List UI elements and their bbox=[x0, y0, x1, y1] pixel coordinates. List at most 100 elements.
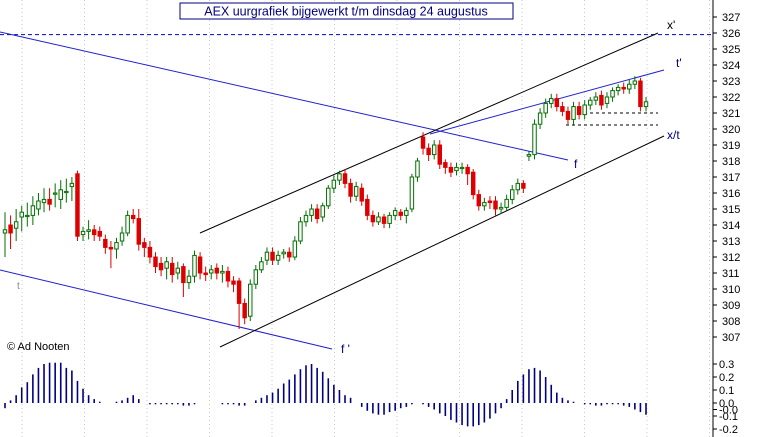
candle bbox=[588, 97, 593, 110]
indicator-tick-label: 0.0 bbox=[719, 398, 734, 410]
indicator-tick-label: -0.1 bbox=[719, 411, 738, 423]
price-tick-label: 315 bbox=[722, 204, 740, 216]
copyright-label: © Ad Nooten bbox=[7, 341, 70, 353]
candle bbox=[498, 202, 504, 214]
candle bbox=[320, 202, 325, 222]
candle bbox=[75, 170, 80, 241]
candle bbox=[465, 164, 470, 185]
trendline-f-prime bbox=[0, 269, 333, 350]
trendline-f bbox=[0, 31, 569, 161]
indicator-tick-label: 0.2 bbox=[719, 372, 734, 384]
candle bbox=[521, 180, 526, 193]
candle bbox=[30, 196, 36, 225]
candle bbox=[214, 263, 220, 280]
candle bbox=[220, 265, 225, 283]
candle bbox=[337, 170, 342, 185]
candle bbox=[443, 159, 448, 174]
indicator-axis: 0.30.20.10.0-0.0-0.1-0.2 bbox=[713, 359, 738, 436]
candle bbox=[253, 265, 259, 289]
candle bbox=[348, 178, 353, 203]
candle bbox=[209, 265, 214, 280]
trendline-t-prime bbox=[429, 69, 665, 135]
price-tick-label: 310 bbox=[722, 284, 740, 296]
candle bbox=[599, 90, 604, 110]
price-tick-label: 326 bbox=[722, 28, 740, 40]
candle bbox=[392, 207, 398, 221]
candle bbox=[576, 101, 582, 120]
candle bbox=[593, 92, 599, 105]
candle bbox=[303, 210, 309, 227]
label-t-prime: t' bbox=[676, 56, 682, 70]
candle bbox=[582, 100, 587, 120]
candle bbox=[420, 132, 426, 155]
price-tick-label: 324 bbox=[722, 60, 740, 72]
candle bbox=[231, 276, 236, 293]
candle bbox=[259, 257, 264, 273]
candle bbox=[86, 220, 91, 240]
label-t-small: t bbox=[17, 281, 20, 292]
price-tick-label: 323 bbox=[722, 76, 740, 88]
candle bbox=[309, 204, 314, 222]
candle bbox=[509, 185, 515, 205]
candle bbox=[292, 236, 298, 261]
chart-title: AEX uurgrafiek bijgewerkt t/m dinsdag 24… bbox=[204, 5, 488, 19]
candle bbox=[359, 183, 364, 206]
candle bbox=[236, 277, 242, 329]
price-tick-label: 307 bbox=[722, 332, 740, 344]
price-tick-label: 309 bbox=[722, 300, 740, 312]
candle bbox=[175, 261, 181, 280]
candle bbox=[615, 84, 621, 96]
candle bbox=[158, 257, 164, 277]
channel-upper-x-prime bbox=[199, 32, 659, 234]
channel-lower-x-t bbox=[219, 135, 665, 348]
candle bbox=[164, 257, 169, 280]
candle bbox=[192, 250, 197, 283]
candle bbox=[130, 209, 136, 224]
candle bbox=[147, 241, 153, 264]
candle bbox=[342, 169, 348, 189]
price-tick-label: 321 bbox=[722, 108, 740, 120]
candle bbox=[52, 183, 58, 208]
candle bbox=[80, 226, 86, 241]
price-tick-label: 318 bbox=[722, 156, 740, 168]
candle bbox=[91, 225, 97, 241]
candle bbox=[632, 76, 638, 89]
candle bbox=[504, 194, 509, 211]
price-tick-label: 327 bbox=[722, 12, 740, 24]
candle bbox=[459, 162, 465, 174]
indicator-histogram bbox=[4, 362, 647, 427]
candle bbox=[19, 205, 24, 232]
price-tick-label: 325 bbox=[722, 44, 740, 56]
candle bbox=[387, 212, 392, 229]
candle bbox=[186, 269, 192, 289]
chart-title-box: AEX uurgrafiek bijgewerkt t/m dinsdag 24… bbox=[179, 2, 514, 20]
candle bbox=[493, 196, 498, 216]
candle bbox=[409, 173, 415, 213]
candle bbox=[97, 226, 102, 241]
candle bbox=[169, 257, 175, 283]
price-tick-label: 316 bbox=[722, 188, 740, 200]
candle bbox=[353, 181, 359, 201]
candle bbox=[298, 217, 303, 245]
candle bbox=[331, 175, 337, 193]
candle bbox=[431, 140, 437, 160]
label-x-t: x/t bbox=[667, 128, 680, 142]
candle bbox=[142, 237, 147, 257]
candle bbox=[47, 188, 52, 211]
candle bbox=[571, 101, 576, 126]
candle bbox=[638, 77, 643, 112]
candle bbox=[448, 162, 454, 177]
candle bbox=[203, 266, 208, 281]
trend-lines bbox=[0, 31, 665, 350]
candle bbox=[604, 92, 610, 109]
candle bbox=[554, 93, 560, 112]
candle bbox=[287, 247, 292, 262]
candle bbox=[487, 196, 493, 209]
candle bbox=[470, 169, 476, 200]
price-tick-label: 320 bbox=[722, 124, 740, 136]
candle bbox=[543, 98, 548, 118]
candle bbox=[437, 140, 442, 169]
candle bbox=[58, 180, 63, 209]
candle bbox=[610, 87, 615, 102]
